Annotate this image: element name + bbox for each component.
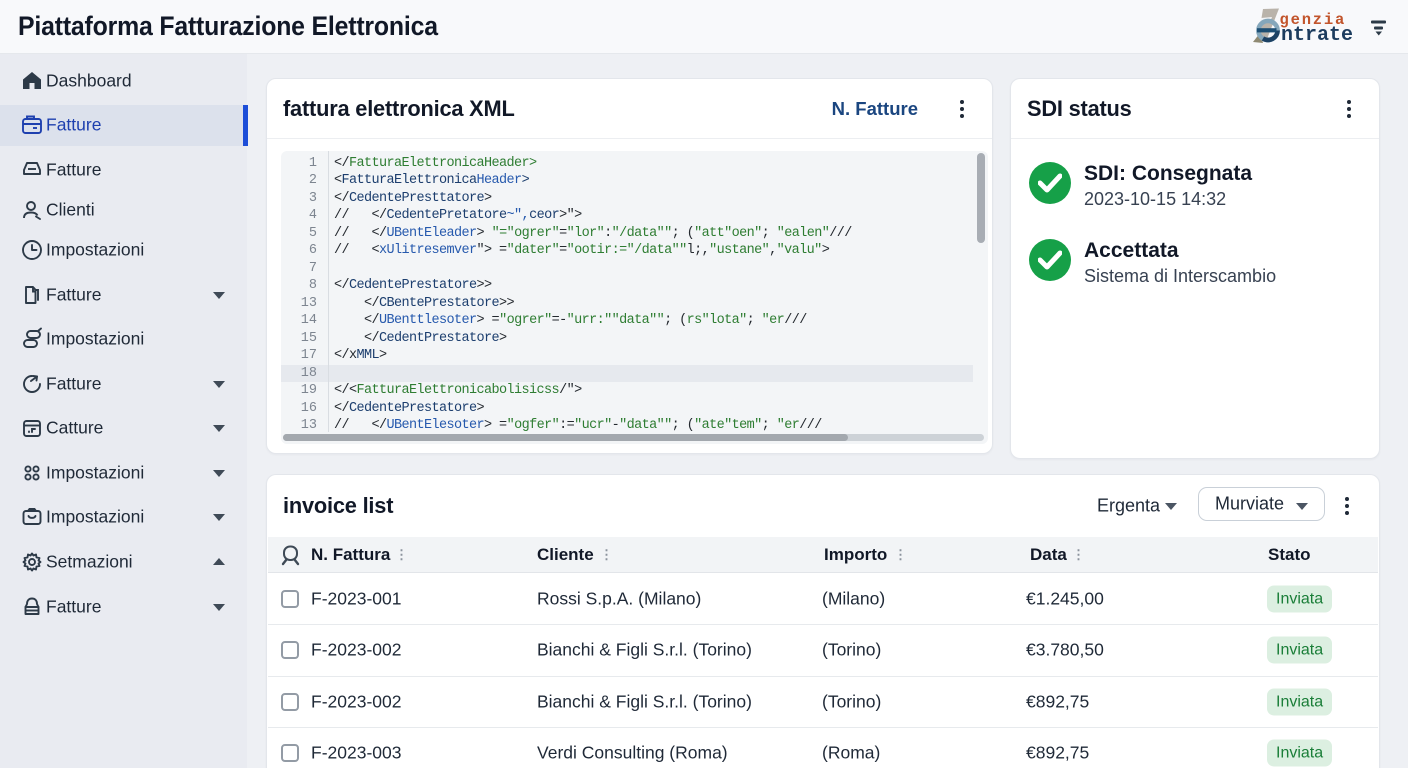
svg-text:ntrate: ntrate xyxy=(1281,24,1353,47)
svg-text:genzia: genzia xyxy=(1280,11,1347,29)
